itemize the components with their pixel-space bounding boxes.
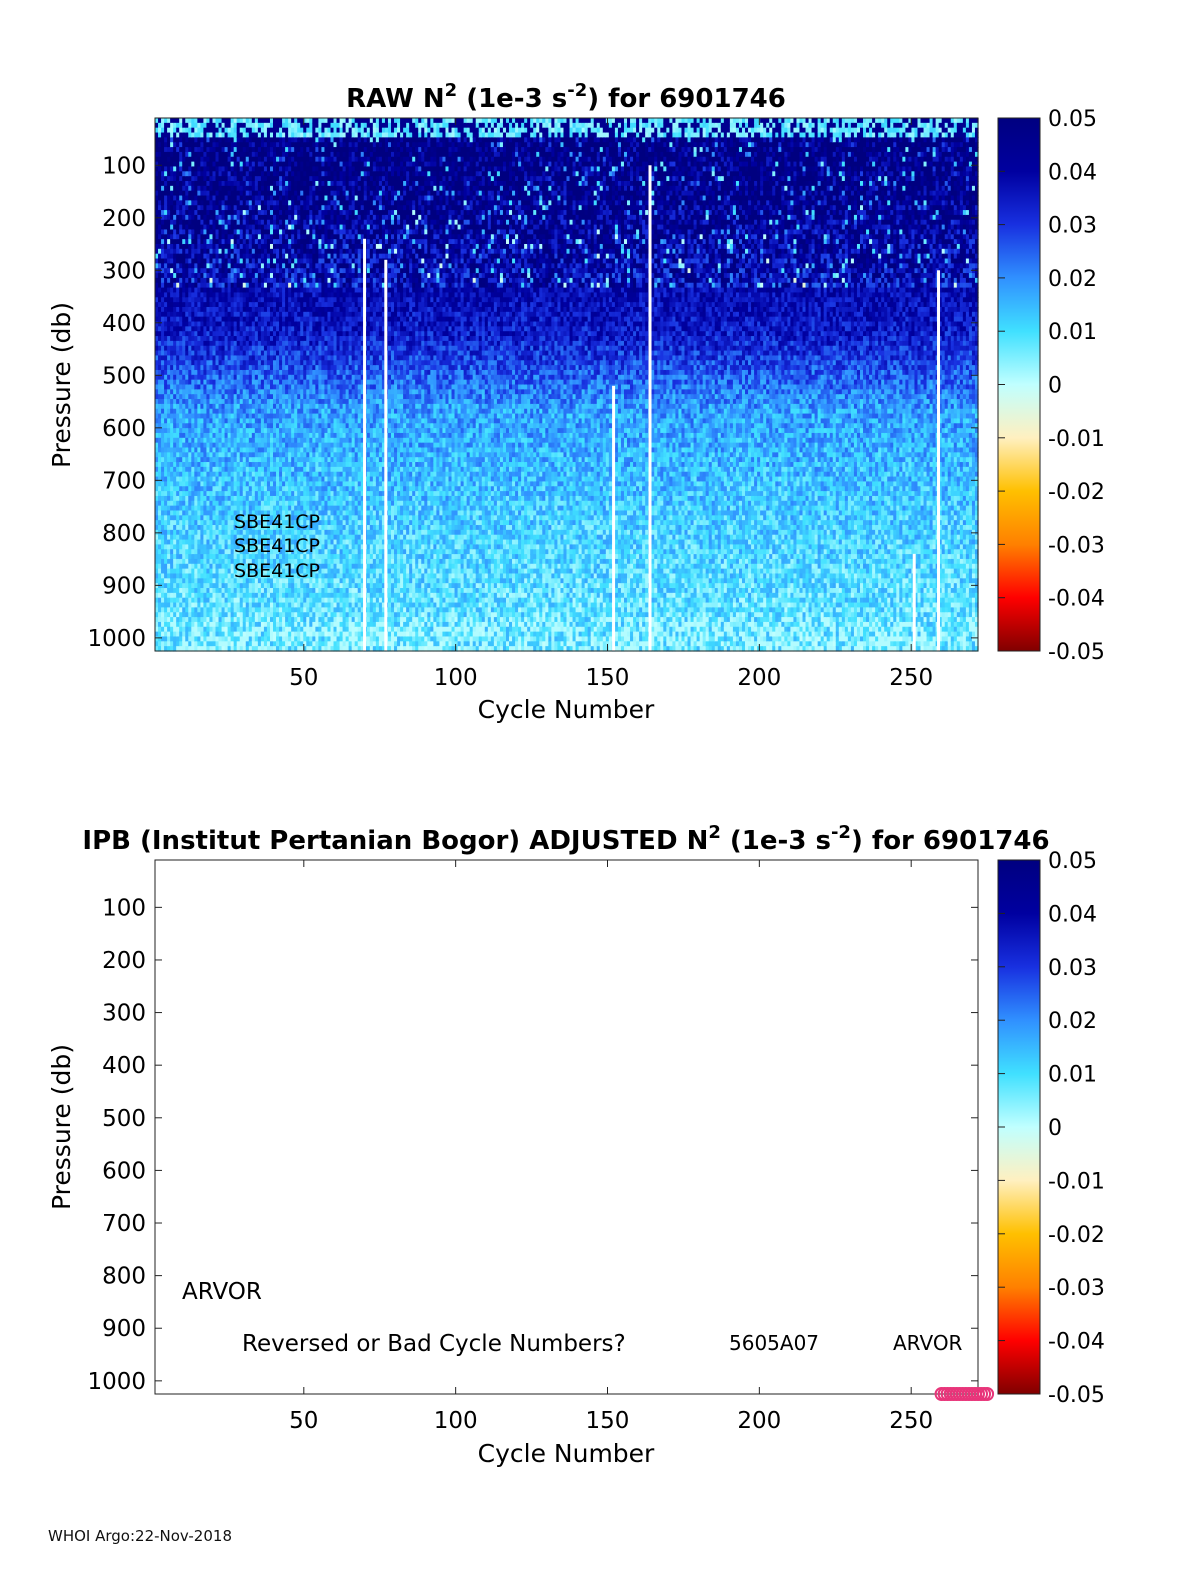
raw-n2-panel: RAW N2 (1e-3 s-2) for 6901746 50 100 150 20… xyxy=(47,80,1105,724)
raw-chart-title: RAW N2 (1e-3 s-2) for 6901746 xyxy=(346,80,786,114)
figure: RAW N2 (1e-3 s-2) for 6901746 50 100 150 20… xyxy=(0,0,1200,1575)
